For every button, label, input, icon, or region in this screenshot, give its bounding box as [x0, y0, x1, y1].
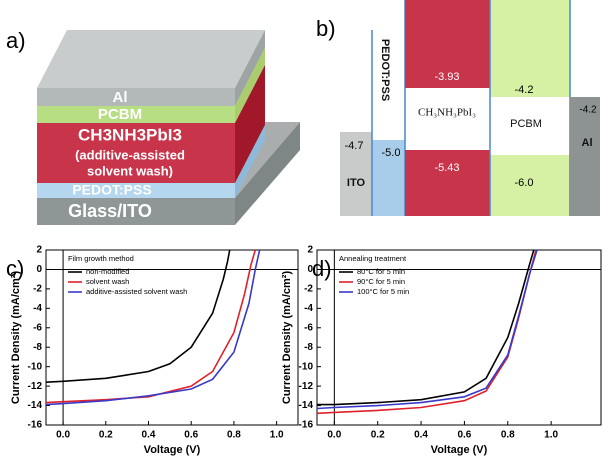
energy-level: -5.43 [434, 162, 459, 174]
panel-label: c) [6, 256, 24, 281]
x-axis-label: Voltage (V) [431, 444, 488, 456]
legend-title: Annealing treatment [339, 254, 407, 263]
y-tick-label: -4 [304, 303, 313, 314]
panel-label: b) [316, 16, 336, 41]
legend-entry: 90°C for 5 min [357, 277, 405, 286]
x-tick-label: 0.2 [371, 430, 385, 441]
x-tick-label: 0.0 [327, 430, 341, 441]
legend-entry: 100°C for 5 min [357, 287, 409, 296]
energy-level: -4.7 [345, 140, 364, 152]
y-tick-label: 2 [36, 245, 42, 256]
x-tick-label: 0.6 [184, 430, 198, 441]
y-tick-label: -12 [28, 381, 43, 392]
y-tick-label: -10 [28, 361, 43, 372]
layer-label: CH₃NH₃PbI₃ [418, 107, 476, 119]
y-tick-label: -2 [33, 284, 42, 295]
y-tick-label: -12 [299, 381, 314, 392]
layer-label: PEDOT:PSS [72, 182, 151, 198]
curve [316, 249, 537, 415]
energy-level: -3.93 [434, 71, 459, 83]
y-tick-label: -2 [304, 284, 313, 295]
x-tick-label: 1.0 [544, 430, 558, 441]
layer-label: Al [113, 89, 128, 106]
legend-title: Film growth method [68, 254, 134, 263]
energy-level: -6.0 [515, 177, 534, 189]
x-tick-label: 0.8 [501, 430, 515, 441]
curve [316, 249, 538, 410]
energy-level: -5.0 [382, 147, 401, 159]
legend-entry: additive-assisted solvent wash [86, 287, 187, 296]
y-tick-label: -8 [33, 342, 42, 353]
y-tick-label: -14 [28, 400, 43, 411]
x-tick-label: 0.2 [99, 430, 113, 441]
x-tick-label: 0.0 [56, 430, 70, 441]
panel-label: d) [312, 256, 332, 281]
curve [317, 249, 535, 406]
energy-diagram: PEDOT:PSS -4.7 -5.0 ITO -3.93 CH₃NH₃PbI₃… [340, 0, 600, 216]
panel-label: a) [6, 28, 26, 53]
y-tick-label: -6 [33, 322, 42, 333]
curve [45, 249, 261, 406]
y-tick-label: -14 [299, 400, 314, 411]
layer-label: CH3NH3PbI3 [78, 125, 182, 144]
layer-label: PCBM [98, 106, 142, 123]
legend-entry: 80°C for 5 min [357, 267, 405, 276]
legend-entry: non-modified [86, 267, 129, 276]
layer-label: ITO [347, 177, 366, 189]
x-tick-label: 1.0 [270, 430, 284, 441]
device-stack: Al PCBM CH3NH3PbI3 (additive-assisted so… [37, 30, 300, 225]
y-tick-label: 2 [307, 245, 313, 256]
y-axis-label: Current Density (mA/cm²) [10, 271, 22, 405]
energy-level: -4.2 [579, 105, 597, 116]
x-tick-label: 0.6 [457, 430, 471, 441]
curve [45, 249, 231, 383]
x-tick-label: 0.4 [142, 430, 156, 441]
layer-label: Al [582, 137, 593, 149]
x-tick-label: 0.8 [227, 430, 241, 441]
y-tick-label: -16 [299, 420, 314, 431]
curve [45, 249, 257, 404]
layer-label: PCBM [510, 118, 542, 130]
plot-frame [45, 249, 299, 426]
layer-label: Glass/ITO [68, 201, 152, 221]
energy-level: -4.2 [515, 84, 534, 96]
y-tick-label: -16 [28, 420, 43, 431]
y-tick-label: -10 [299, 361, 314, 372]
x-axis-label: Voltage (V) [144, 444, 201, 456]
y-tick-label: -6 [304, 322, 313, 333]
y-tick-label: 0 [307, 264, 313, 275]
layer-label: (additive-assisted [75, 147, 185, 162]
x-tick-label: 0.4 [414, 430, 428, 441]
layer-label: solvent wash) [87, 163, 173, 178]
layer-label: PEDOT:PSS [379, 39, 391, 101]
y-axis-label: Current Density (mA/cm²) [281, 271, 293, 405]
y-tick-label: -8 [304, 342, 313, 353]
y-tick-label: 0 [36, 264, 42, 275]
plot-frame [316, 249, 602, 426]
y-tick-label: -4 [33, 303, 42, 314]
legend-entry: solvent wash [86, 277, 129, 286]
